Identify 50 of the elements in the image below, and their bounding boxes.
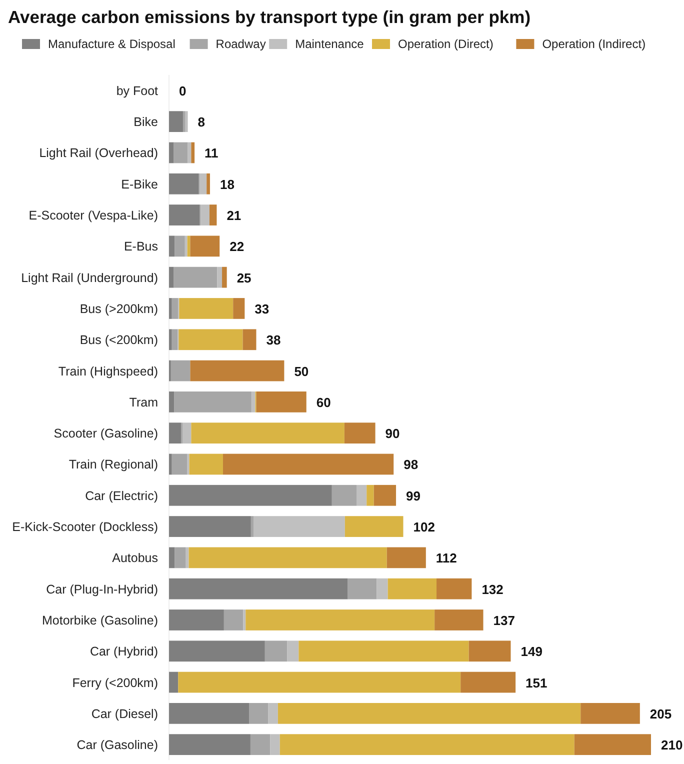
y-tick-label: Ferry (<200km)	[72, 676, 158, 690]
y-tick-label: Car (Gasoline)	[76, 738, 158, 752]
y-tick-label: E-Bike	[121, 177, 158, 192]
legend-label: Operation (Direct)	[398, 37, 494, 51]
annotation: 112	[436, 550, 457, 566]
annotation: 90	[385, 426, 400, 442]
annotation: 151	[526, 675, 548, 690]
y-tick-label: Train (Regional)	[68, 458, 158, 472]
y-tick-label: Autobus	[112, 551, 158, 566]
annotation: 210	[661, 738, 683, 753]
annotation: 149	[520, 644, 542, 660]
y-tick-label: Motorbike (Gasoline)	[42, 613, 158, 628]
legend-label: Manufacture & Disposal	[48, 37, 176, 51]
y-tick-label: Tram	[129, 395, 158, 410]
y-tick-label: E-Scooter (Vespa-Like)	[28, 208, 158, 223]
y-tick-label: Car (Hybrid)	[90, 644, 158, 659]
y-tick-label: Car (Electric)	[85, 488, 158, 503]
y-tick-label: Light Rail (Underground)	[21, 270, 158, 285]
y-tick-label: Light Rail (Overhead)	[39, 146, 158, 160]
legend-label: Maintenance	[295, 37, 364, 51]
annotation: 205	[650, 706, 672, 722]
annotation: 50	[294, 364, 309, 379]
y-tick-label: by Foot	[116, 84, 159, 98]
annotation: 22	[230, 239, 244, 254]
chart-title: Average carbon emissions by transport type (in gram per pkm)	[8, 7, 531, 27]
annotation: 132	[482, 582, 504, 597]
legend-label: Operation (Indirect)	[542, 37, 646, 51]
annotation: 33	[254, 301, 270, 316]
annotation: 8	[198, 114, 206, 130]
annotation: 98	[404, 457, 418, 472]
annotation: 99	[406, 488, 420, 504]
legend-label: Roadway	[216, 37, 266, 51]
annotation: 0	[179, 83, 186, 98]
y-tick-label: Bike	[134, 115, 158, 130]
y-tick-label: E-Kick-Scooter (Dockless)	[12, 520, 158, 534]
annotation: 21	[226, 208, 242, 224]
y-tick-label: Train (Highspeed)	[58, 364, 158, 378]
y-tick-label: E-Bus	[124, 240, 158, 254]
annotation: 38	[266, 332, 281, 348]
y-tick-label: Bus (>200km)	[80, 302, 158, 316]
y-tick-label: Scooter (Gasoline)	[54, 426, 158, 441]
annotation: 60	[316, 394, 331, 410]
annotation: 102	[413, 520, 435, 535]
annotation: 11	[204, 146, 218, 161]
annotation: 18	[220, 176, 234, 192]
y-tick-label: Bus (<200km)	[80, 333, 158, 348]
y-tick-label: Car (Plug-In-Hybrid)	[46, 582, 158, 596]
y-tick-label: Car (Diesel)	[91, 706, 158, 721]
annotation: 137	[493, 612, 515, 628]
annotation: 25	[236, 270, 252, 286]
